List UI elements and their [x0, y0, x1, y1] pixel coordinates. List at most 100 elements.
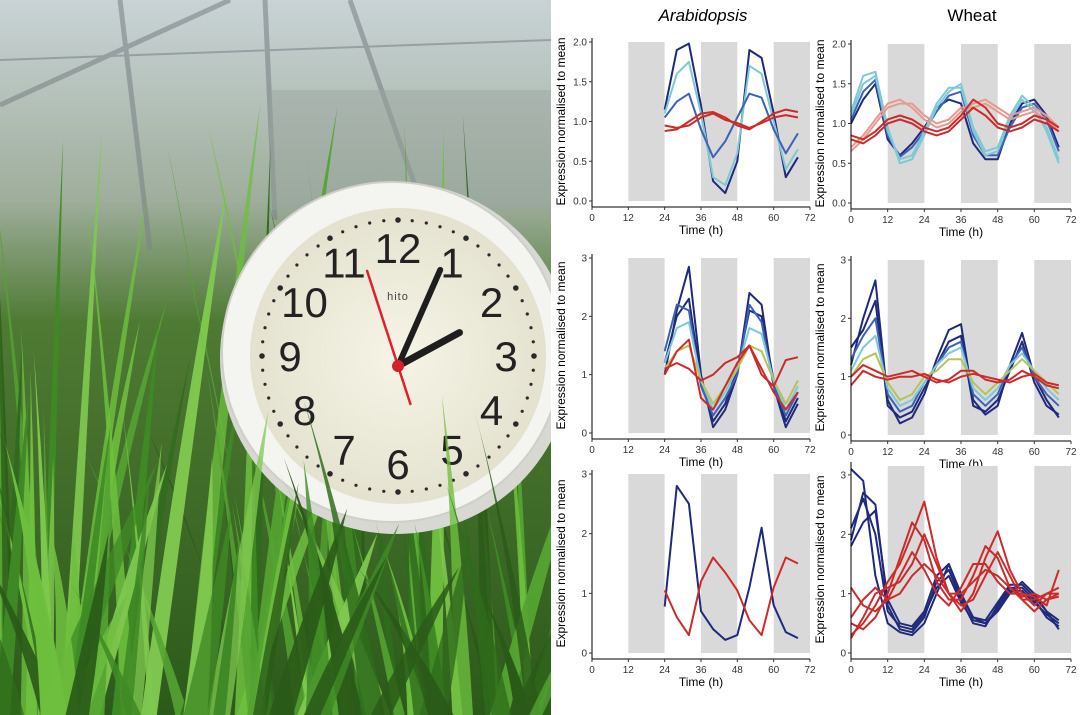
x-tick-label: 48 [732, 665, 744, 676]
x-axis-label: Time (h) [679, 455, 723, 469]
grass-blade [419, 536, 470, 715]
clock-minute-dot [295, 263, 299, 267]
clock-minute-dot [487, 253, 491, 257]
clock-numeral: 10 [281, 279, 328, 326]
grass-blade [375, 521, 428, 715]
clock-minute-dot [476, 244, 480, 248]
clock-minute-dot [263, 382, 267, 386]
x-tick-label: 12 [623, 213, 635, 224]
clock-minute-dot [267, 312, 271, 316]
clock-minute-dot [395, 217, 401, 223]
grass-blade [208, 127, 319, 715]
clock-minute-dot [368, 221, 372, 225]
x-tick-label: 12 [882, 447, 894, 458]
y-axis-label: Expression normalised to mean [813, 39, 827, 207]
x-axis-label: Time (h) [939, 675, 983, 689]
grass-blade [141, 181, 228, 715]
y-tick-label: 1.0 [573, 117, 587, 128]
grass-blade [117, 476, 150, 715]
clock-minute-dot [354, 225, 358, 229]
clock-minute-dot [305, 455, 309, 459]
grass-blade [253, 482, 299, 715]
clock-minute-dot [463, 471, 469, 477]
clock-minute-dot [424, 221, 428, 225]
chart-panel-arabidopsis-row1: 0 12 24 36 48 60 72 0.0 0.5 1.0 1.5 2.0 Time (h) Expr… [554, 37, 816, 237]
series-line-1 [663, 484, 799, 641]
series-line-4 [850, 509, 1060, 628]
series-line-1 [663, 42, 799, 195]
clock-minute-dot [295, 445, 299, 449]
clock-second-hand [365, 269, 412, 406]
x-tick-label: 72 [1065, 665, 1077, 676]
y-tick-label: 0 [840, 431, 846, 442]
series-line-2 [663, 60, 799, 187]
x-tick-label: 36 [955, 447, 967, 458]
clock-minute-dot [277, 285, 284, 291]
y-tick-label: 2 [840, 530, 846, 541]
y-tick-label: 0 [581, 649, 587, 660]
y-tick-label: 1 [581, 370, 587, 381]
clock-minute-dot [263, 326, 267, 330]
y-axis-label: Expression normalised to mean [813, 263, 827, 431]
grass-blade [65, 532, 109, 715]
x-tick-label: 72 [1065, 447, 1077, 458]
clock-minute-hand [395, 266, 444, 369]
clock-minute-dot [368, 487, 372, 491]
dark-period-shade [628, 258, 665, 433]
grass-blade [445, 483, 512, 715]
y-tick-label: 2 [840, 314, 846, 325]
y-tick-label: 2.0 [832, 40, 846, 51]
y-tick-label: 0.0 [573, 197, 587, 208]
grass-blade [67, 423, 111, 715]
clock-minute-dot [410, 489, 414, 493]
grass-blade [0, 389, 29, 715]
dark-period-shade [628, 474, 665, 653]
clock-brand: hito [387, 291, 409, 303]
x-tick-label: 12 [623, 665, 635, 676]
x-tick-label: 60 [1029, 215, 1041, 226]
clock-minute-dot [327, 235, 333, 241]
y-tick-label: 2 [581, 529, 587, 540]
series-line-6 [850, 369, 1060, 387]
series-line-5 [663, 344, 799, 405]
grass-blade [0, 638, 24, 715]
clock-minute-dot [451, 230, 455, 234]
grass-blade [473, 407, 541, 715]
series-line-7 [850, 563, 1060, 618]
clock-minute-dot [513, 285, 519, 291]
series-line-2 [663, 556, 799, 637]
y-axis-label: Expression normalised to mean [554, 479, 568, 647]
x-tick-label: 36 [955, 665, 967, 676]
clock-numeral: 4 [480, 387, 503, 434]
clock-minute-dot [272, 299, 276, 303]
clock-numeral: 6 [386, 441, 409, 488]
column-title-arabidopsis: Arabidopsis [658, 6, 748, 25]
clock-minute-dot [305, 253, 309, 257]
clock-minute-dot [513, 421, 519, 427]
dark-period-shade [1034, 466, 1071, 653]
x-axis-label: Time (h) [679, 223, 723, 237]
clock-face [250, 208, 546, 504]
clock-center-pin [392, 360, 404, 372]
y-tick-label: 2 [581, 312, 587, 323]
x-tick-label: 48 [992, 665, 1004, 676]
y-axis-label: Expression normalised to mean [554, 37, 568, 205]
y-tick-label: 1.5 [573, 77, 587, 88]
x-tick-label: 72 [1065, 215, 1077, 226]
grass-blade [482, 594, 532, 715]
series-line-7 [850, 98, 1060, 141]
x-tick-label: 24 [659, 445, 671, 456]
clock-minute-dot [520, 409, 524, 413]
x-tick-label: 12 [882, 665, 894, 676]
grass-blade [529, 671, 551, 715]
grass-blade [303, 556, 387, 715]
x-tick-label: 60 [768, 213, 780, 224]
clock-minute-dot [531, 340, 535, 344]
y-tick-label: 1 [581, 589, 587, 600]
clock-numeral: 7 [332, 427, 355, 474]
y-tick-label: 1 [840, 372, 846, 383]
y-tick-label: 2.0 [573, 38, 587, 49]
